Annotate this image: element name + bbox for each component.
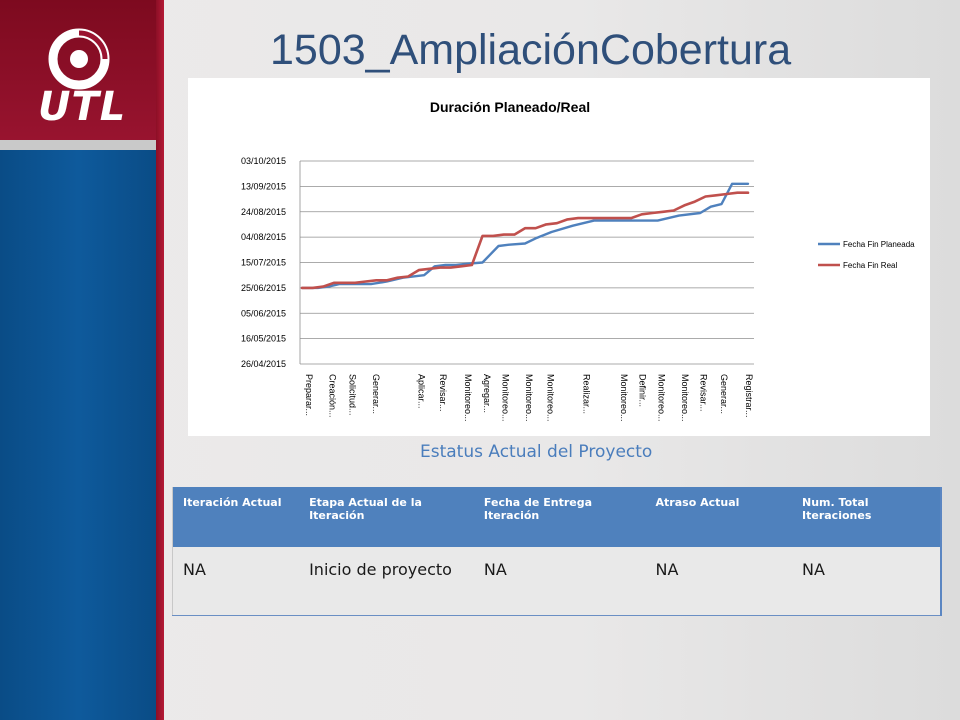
- utl-logo-icon: [48, 28, 110, 90]
- x-tick-label: Agregar...: [482, 374, 492, 413]
- table-cell: Inicio de proyecto: [299, 547, 474, 616]
- x-tick-label: Definir...: [638, 374, 648, 407]
- x-tick-label: Monitoreo...: [546, 374, 556, 422]
- status-heading: Estatus Actual del Proyecto: [420, 442, 653, 462]
- y-tick-label: 26/04/2015: [241, 359, 286, 369]
- table-cell: NA: [645, 547, 793, 616]
- duration-chart: Duración Planeado/Real 03/10/2015 13/09/2…: [241, 99, 915, 422]
- x-tick-label: Revisar...: [699, 374, 709, 412]
- y-tick-label: 03/10/2015: [241, 156, 286, 166]
- x-tick-label: Revisar...: [438, 374, 448, 412]
- series-line-planned: [300, 182, 750, 290]
- sidebar-panel: [0, 150, 156, 720]
- x-tick-label: Aplicar...: [416, 374, 426, 409]
- status-table: Iteración Actual Etapa Actual de la Itera…: [172, 487, 942, 616]
- x-tick-label: Registrar...: [744, 374, 754, 418]
- y-tick-label: 05/06/2015: [241, 308, 286, 318]
- sidebar-stripe: [156, 0, 164, 720]
- utl-logo-text: UTL: [38, 84, 127, 130]
- x-tick-label: Monitoreo...: [524, 374, 534, 422]
- sidebar-divider: [0, 140, 158, 152]
- sidebar-logo-area: [0, 0, 158, 150]
- y-tick-label: 16/05/2015: [241, 334, 286, 344]
- chart-title: Duración Planeado/Real: [430, 99, 590, 115]
- table-cell: NA: [792, 547, 941, 616]
- column-header: Iteración Actual: [172, 487, 300, 547]
- chart-panel: Duración Planeado/Real 03/10/2015 13/09/2…: [188, 78, 930, 436]
- table-cell: NA: [172, 547, 300, 616]
- y-tick-label: 25/06/2015: [241, 283, 286, 293]
- column-header: Fecha de Entrega Iteración: [473, 487, 646, 547]
- y-tick-label: 04/08/2015: [241, 232, 286, 242]
- x-tick-label: Monitoreo...: [680, 374, 690, 422]
- x-tick-label: Realizar...: [582, 374, 592, 414]
- table-row: NA Inicio de proyecto NA NA NA: [172, 547, 941, 616]
- x-tick-label: Generar...: [719, 374, 729, 414]
- x-tick-label: Monitoreo...: [500, 374, 510, 422]
- x-tick-label: Preparar...: [304, 374, 314, 416]
- x-tick-label: Monitoreo...: [656, 374, 666, 422]
- y-tick-label: 24/08/2015: [241, 207, 286, 217]
- table-header-row: Iteración Actual Etapa Actual de la Itera…: [172, 487, 941, 547]
- legend-label: Fecha Fin Planeada: [843, 240, 915, 249]
- y-tick-label: 15/07/2015: [241, 258, 286, 268]
- series-line-real: [300, 191, 750, 290]
- x-tick-label: Monitoreo...: [463, 374, 473, 422]
- x-tick-label: Monitoreo...: [619, 374, 629, 422]
- sidebar: UTL: [0, 0, 166, 720]
- y-tick-label: 13/09/2015: [241, 181, 286, 191]
- x-tick-label: Generar...: [371, 374, 381, 414]
- column-header: Atraso Actual: [645, 487, 793, 547]
- x-tick-label: Creación...: [327, 374, 337, 418]
- x-tick-label: Solicitud...: [348, 374, 358, 416]
- page-title: 1503_AmpliaciónCobertura: [270, 26, 792, 74]
- legend-label: Fecha Fin Real: [843, 261, 897, 270]
- table-cell: NA: [473, 547, 646, 616]
- column-header: Etapa Actual de la Iteración: [299, 487, 474, 547]
- column-header: Num. Total Iteraciones: [792, 487, 941, 547]
